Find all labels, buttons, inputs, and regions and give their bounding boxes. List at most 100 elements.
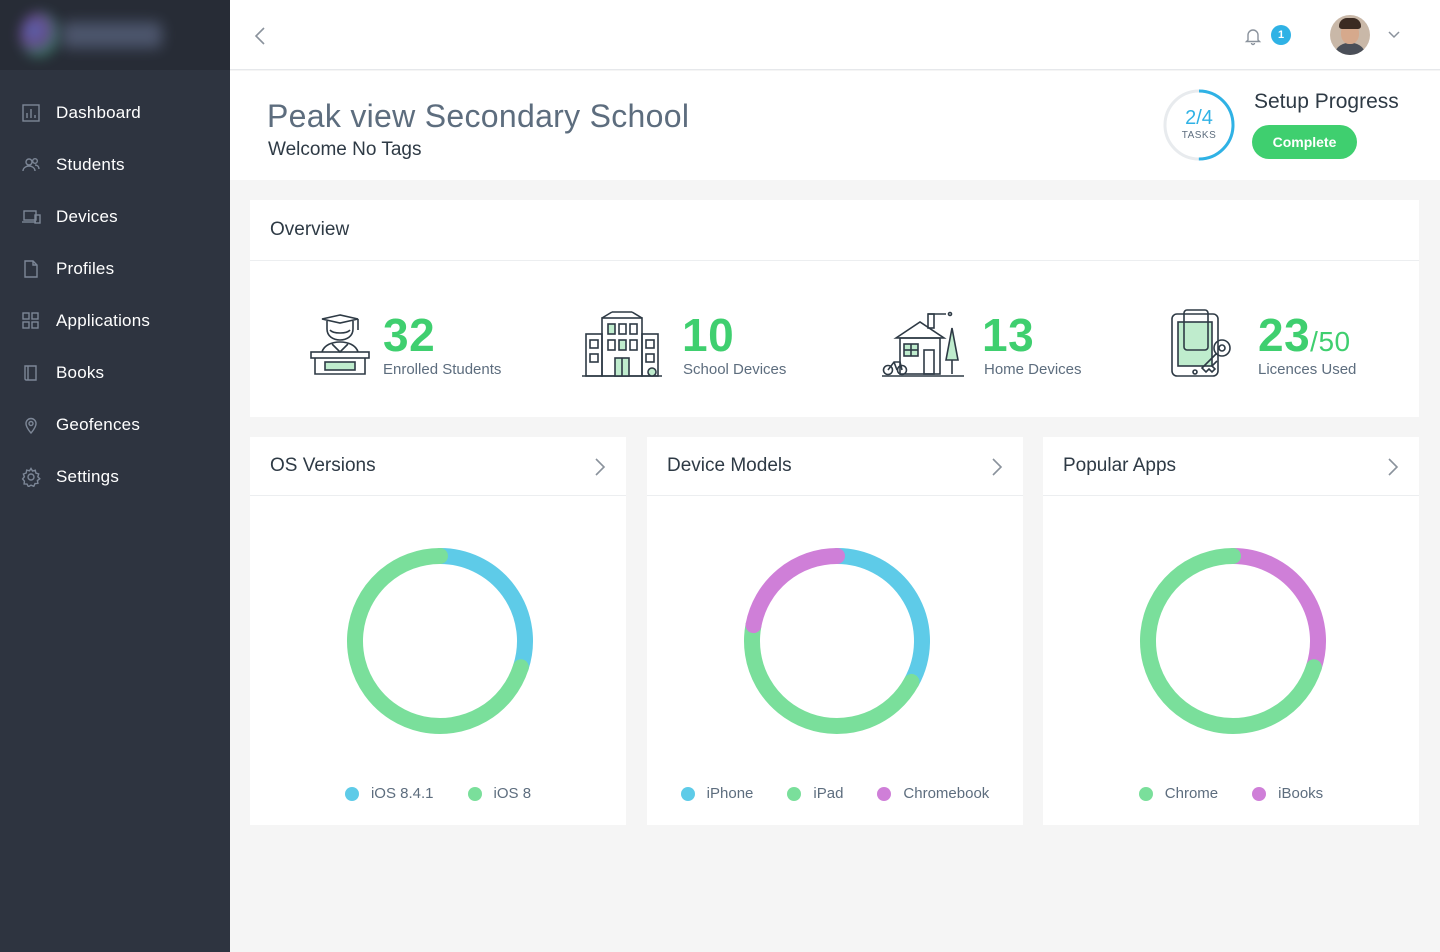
overview-card: Overview 32 Enrolled Students 10 School … (250, 200, 1419, 417)
stat-value-used: 23 (1258, 309, 1311, 361)
stat-value: 23/50 (1258, 308, 1351, 362)
legend-item-iphone[interactable]: iPhone (680, 785, 754, 802)
sidebar-item-label: Devices (56, 207, 118, 226)
legend-label: iOS 8 (493, 785, 532, 802)
back-icon[interactable] (250, 24, 270, 48)
donut-slice-chrome[interactable] (1140, 548, 1322, 734)
page-title: Peak view Secondary School (267, 98, 690, 134)
settings-icon (20, 466, 42, 488)
stat-label: Licences Used (1258, 361, 1357, 378)
card-title: Popular Apps (1043, 437, 1419, 496)
avatar-body (1334, 43, 1366, 55)
school-building-icon (582, 308, 662, 378)
dashboard-icon (20, 102, 42, 124)
legend-dot (1138, 786, 1153, 801)
chart-legend: iPhone iPad Chromebook (647, 785, 1023, 802)
sidebar-item-applications[interactable]: Applications (0, 295, 230, 347)
card-title: OS Versions (250, 437, 626, 496)
popular-apps-donut (1140, 548, 1326, 734)
legend-item-ios-8-4-1[interactable]: iOS 8.4.1 (344, 785, 434, 802)
os-versions-card: OS Versions iOS 8.4.1 iOS 8 (250, 437, 626, 825)
students-icon (20, 154, 42, 176)
sidebar: Dashboard Students Devices Profiles Appl… (0, 0, 230, 952)
sidebar-item-devices[interactable]: Devices (0, 191, 230, 243)
sidebar-item-profiles[interactable]: Profiles (0, 243, 230, 295)
legend-item-chromebook[interactable]: Chromebook (877, 785, 989, 802)
device-models-card: Device Models iPhone iPad Chromebook (647, 437, 1023, 825)
progress-ring (1163, 89, 1235, 161)
avatar[interactable] (1330, 15, 1370, 55)
legend-dot (467, 786, 482, 801)
profiles-icon (20, 258, 42, 280)
complete-button[interactable]: Complete (1252, 125, 1357, 159)
sidebar-item-label: Settings (56, 467, 120, 486)
legend-label: iOS 8.4.1 (370, 785, 434, 802)
tablet-key-icon (1170, 308, 1240, 378)
stat-label: Home Devices (984, 361, 1082, 378)
sidebar-item-label: Students (56, 155, 125, 174)
donut-slice-ios-8[interactable] (347, 548, 529, 734)
card-title: Device Models (647, 437, 1023, 496)
sidebar-item-label: Dashboard (56, 103, 141, 122)
avatar-hair (1339, 18, 1361, 29)
chevron-right-icon[interactable] (1387, 457, 1399, 477)
legend-label: iPad (813, 785, 844, 802)
legend-label: Chrome (1164, 785, 1219, 802)
sidebar-item-label: Geofences (56, 415, 141, 434)
sidebar-item-students[interactable]: Students (0, 139, 230, 191)
notification-badge[interactable]: 1 (1271, 25, 1291, 45)
legend-item-ios-8[interactable]: iOS 8 (467, 785, 532, 802)
donut-slice-iphone[interactable] (829, 548, 930, 690)
legend-item-chrome[interactable]: Chrome (1138, 785, 1219, 802)
sidebar-item-label: Profiles (56, 259, 115, 278)
chevron-down-icon[interactable] (1387, 28, 1401, 42)
chevron-right-icon[interactable] (991, 457, 1003, 477)
sidebar-item-geofences[interactable]: Geofences (0, 399, 230, 451)
progress-unit: TASKS (1181, 130, 1217, 141)
applications-icon (20, 310, 42, 332)
legend-label: iBooks (1278, 785, 1324, 802)
progress-ring-fill (1163, 89, 1235, 161)
devices-icon (20, 206, 42, 228)
stat-label: School Devices (683, 361, 787, 378)
stat-value: 32 (383, 309, 436, 361)
bell-icon[interactable] (1243, 26, 1263, 46)
legend-label: Chromebook (903, 785, 990, 802)
logo[interactable] (0, 0, 230, 70)
stat-value-total: /50 (1310, 326, 1351, 357)
chevron-right-icon[interactable] (594, 457, 606, 477)
legend-item-ipad[interactable]: iPad (787, 785, 843, 802)
donut-slice-ios-8-4-1[interactable] (432, 548, 533, 676)
legend-label: iPhone (706, 785, 754, 802)
sidebar-item-dashboard[interactable]: Dashboard (0, 87, 230, 139)
sidebar-item-books[interactable]: Books (0, 347, 230, 399)
topbar: 1 (230, 0, 1440, 70)
books-icon (20, 362, 42, 384)
progress-fraction: 2/4 (1185, 107, 1213, 129)
legend-dot (680, 786, 695, 801)
donut-slice-ipad[interactable] (744, 617, 920, 734)
stat-label: Enrolled Students (383, 361, 502, 378)
page-header: Peak view Secondary School Welcome No Ta… (230, 71, 1440, 180)
logo-wordmark (62, 22, 162, 48)
overview-title: Overview (250, 200, 1419, 261)
setup-progress-title: Setup Progress (1254, 90, 1399, 113)
chart-legend: Chrome iBooks (1043, 785, 1419, 802)
sidebar-nav: Dashboard Students Devices Profiles Appl… (0, 70, 230, 503)
legend-dot (1252, 786, 1267, 801)
welcome-text: Welcome No Tags (268, 139, 422, 160)
sidebar-item-label: Applications (56, 311, 151, 330)
sidebar-item-settings[interactable]: Settings (0, 451, 230, 503)
house-icon (882, 308, 964, 378)
donut-slice-chromebook[interactable] (745, 548, 845, 634)
legend-dot (787, 786, 802, 801)
legend-item-ibooks[interactable]: iBooks (1252, 785, 1323, 802)
logo-mark (20, 12, 60, 58)
stat-value: 10 (682, 309, 735, 361)
graduate-icon (305, 308, 375, 378)
sidebar-item-label: Books (56, 363, 105, 382)
os-versions-donut (347, 548, 533, 734)
legend-dot (344, 786, 359, 801)
donut-slice-ibooks[interactable] (1225, 548, 1326, 676)
geofences-icon (20, 414, 42, 436)
